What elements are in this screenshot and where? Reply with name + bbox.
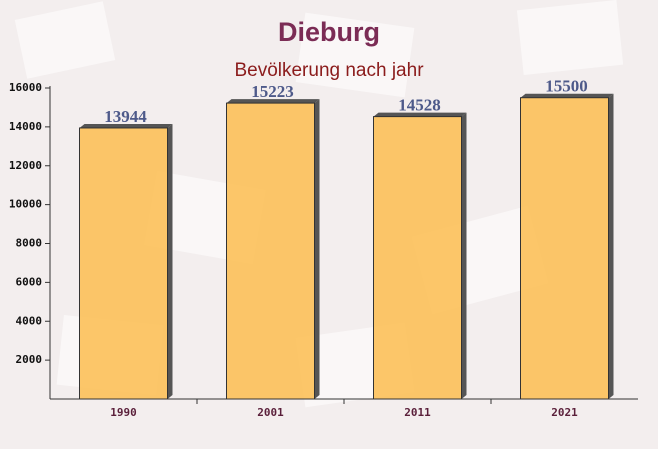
bar-shadow [167, 123, 173, 399]
bar [79, 127, 168, 400]
value-label: 13944 [104, 107, 147, 126]
y-tick-label: 12000 [9, 159, 42, 172]
bar [373, 116, 462, 400]
x-tick-label: 2021 [551, 406, 578, 419]
x-tick-label: 1990 [110, 406, 137, 419]
value-label: 14528 [398, 96, 441, 115]
value-label: 15223 [251, 82, 294, 101]
chart-title: Dieburg [278, 17, 380, 47]
bar-shadow-top [520, 93, 614, 98]
bar-shadow [314, 99, 320, 399]
y-tick-label: 16000 [9, 81, 42, 94]
y-tick-label: 8000 [16, 237, 43, 250]
x-tick-label: 2001 [257, 406, 284, 419]
chart-subtitle: Bevölkerung nach jahr [234, 60, 424, 81]
bar-shadow-top [226, 99, 320, 104]
x-tick-label: 2011 [404, 406, 431, 419]
value-label: 15500 [545, 77, 588, 96]
y-tick-label: 10000 [9, 198, 42, 211]
y-tick-label: 4000 [16, 314, 43, 327]
bar-shadow-top [373, 112, 467, 117]
bar-shadow [461, 112, 467, 399]
bar-shadow [608, 93, 614, 399]
bar-shadow-top [79, 123, 173, 128]
y-tick-label: 14000 [9, 120, 42, 133]
bar [226, 102, 315, 400]
y-tick-label: 6000 [16, 275, 43, 288]
bar [520, 97, 609, 400]
y-tick-label: 2000 [16, 353, 43, 366]
